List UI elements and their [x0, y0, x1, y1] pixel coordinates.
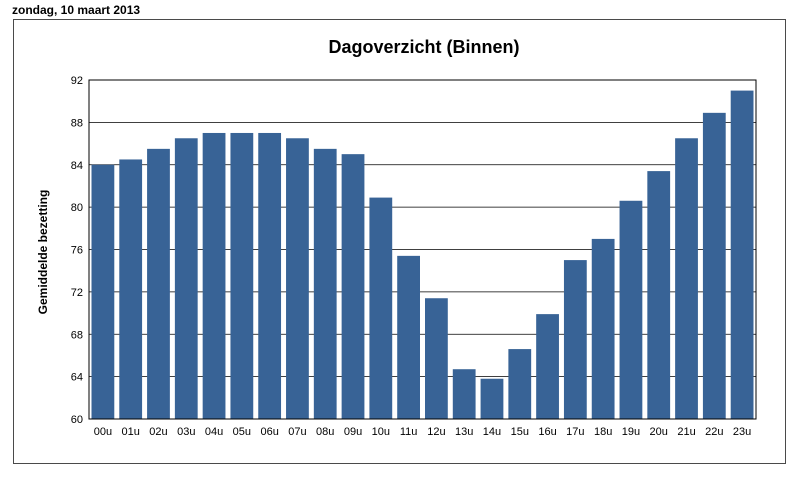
bar: [452, 369, 476, 419]
bar: [702, 112, 726, 419]
x-tick-label: 06u: [260, 426, 278, 438]
chart-title: Dagoverzicht (Binnen): [328, 37, 519, 57]
x-tick-label: 01u: [122, 426, 140, 438]
x-tick-label: 13u: [455, 426, 473, 438]
x-tick-label: 05u: [233, 426, 251, 438]
plot-area-border: [88, 79, 757, 420]
x-tick-labels: 00u 01u 02u 03u 04u 05u 06u 07u 08u 09u 10u 11u 12u 1…: [94, 426, 752, 438]
bar: [258, 132, 282, 419]
x-tick-label: 02u: [149, 426, 167, 438]
x-tick-label: 23u: [733, 426, 751, 438]
bar: [174, 138, 198, 419]
y-tick-label: 68: [71, 329, 83, 341]
x-tick-label: 10u: [372, 426, 390, 438]
bar: [563, 260, 587, 419]
y-tick-label: 76: [71, 245, 83, 257]
bar: [619, 200, 643, 419]
y-tick-label: 84: [71, 160, 83, 172]
bar: [536, 314, 559, 419]
bar: [591, 238, 615, 419]
x-tick-label: 07u: [288, 426, 306, 438]
x-tick-label: 17u: [566, 426, 584, 438]
gridlines: [89, 121, 756, 378]
bars: [91, 90, 754, 419]
y-tick-labels: 60 64 68 72 76 80 84 88 92: [71, 75, 83, 426]
x-tick-label: 18u: [594, 426, 612, 438]
bar: [341, 154, 365, 419]
y-tick-label: 88: [71, 117, 83, 129]
x-tick-label: 16u: [538, 426, 556, 438]
y-tick-label: 72: [71, 287, 83, 299]
bar: [647, 171, 671, 419]
bar: [730, 90, 754, 419]
bar: [286, 138, 309, 419]
x-tick-label: 19u: [622, 426, 640, 438]
y-tick-label: 80: [71, 202, 83, 214]
y-tick-label: 64: [71, 372, 83, 384]
x-tick-label: 11u: [400, 426, 418, 438]
bar: [230, 132, 254, 419]
y-tick-label: 60: [71, 414, 83, 426]
x-tick-label: 12u: [427, 426, 445, 438]
bar: [91, 164, 115, 419]
bar: [202, 132, 226, 419]
x-tick-label: 04u: [205, 426, 223, 438]
y-tick-label: 92: [71, 75, 83, 87]
x-tick-label: 08u: [316, 426, 334, 438]
bar: [675, 138, 698, 419]
x-tick-label: 09u: [344, 426, 362, 438]
y-axis-label: Gemiddelde bezetting: [36, 190, 50, 315]
x-tick-label: 21u: [677, 426, 695, 438]
bar: [508, 349, 532, 419]
x-tick-label: 22u: [705, 426, 723, 438]
date-label: zondag, 10 maart 2013: [12, 3, 141, 17]
x-tick-label: 03u: [177, 426, 195, 438]
x-tick-label: 20u: [650, 426, 668, 438]
x-tick-label: 14u: [483, 426, 501, 438]
bar: [313, 148, 337, 419]
bar: [369, 197, 393, 419]
bar: [119, 159, 143, 419]
bar: [147, 148, 170, 419]
x-tick-label: 00u: [94, 426, 112, 438]
bar: [397, 255, 420, 419]
bar: [480, 378, 504, 419]
x-tick-label: 15u: [511, 426, 529, 438]
chart-frame: [13, 19, 786, 464]
bar: [425, 298, 448, 419]
